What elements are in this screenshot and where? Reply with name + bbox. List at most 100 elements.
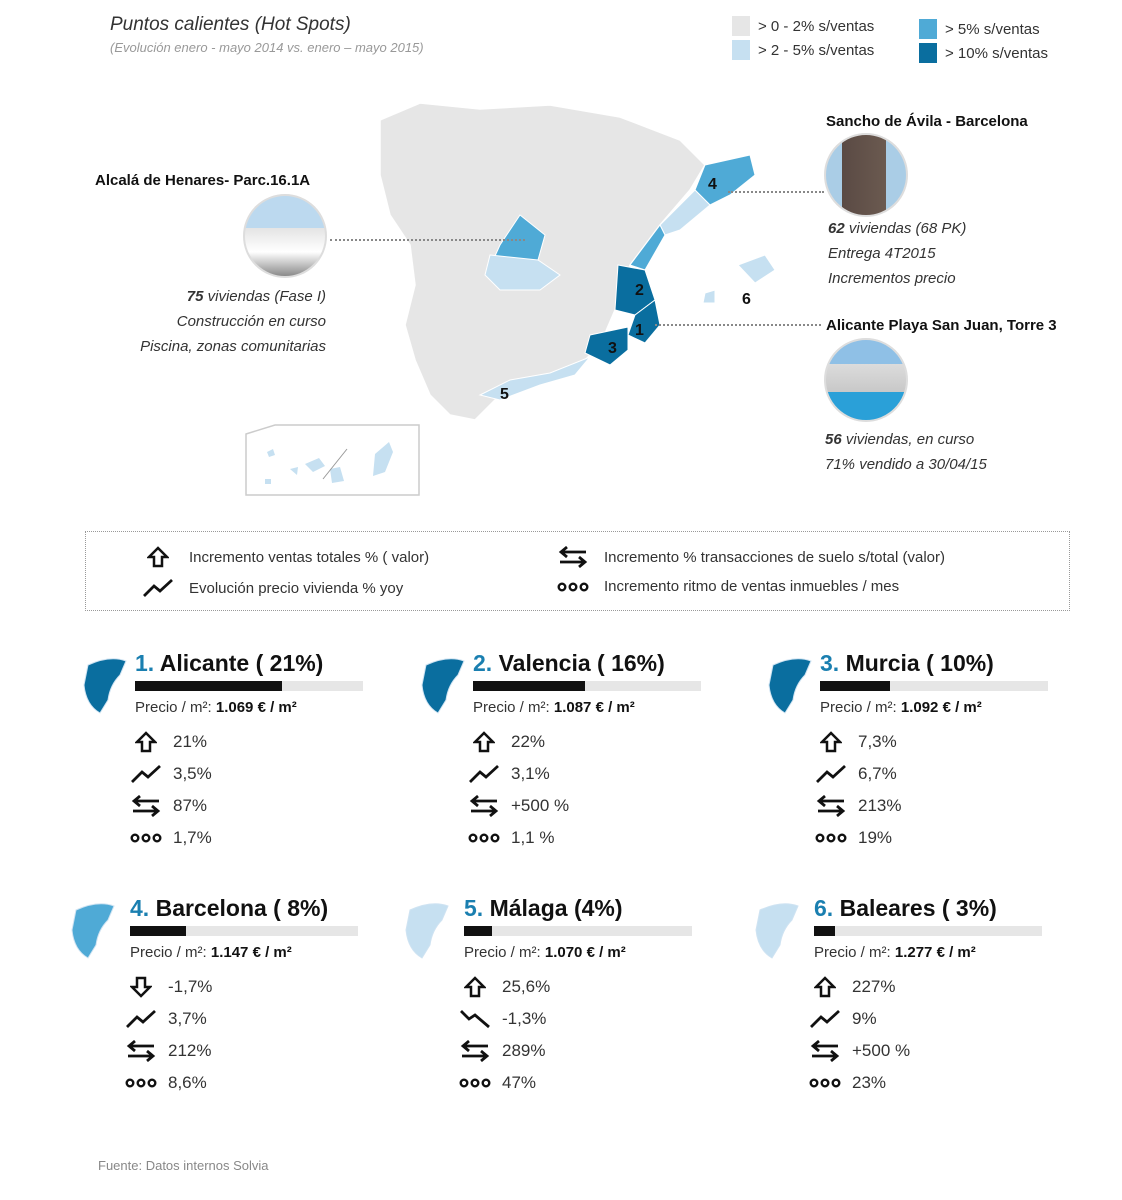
exchange-icon [814, 795, 848, 817]
dots-icon [556, 582, 590, 592]
price-value: 1.069 € / m² [215, 699, 297, 716]
stat-value: +500 % [511, 796, 570, 815]
map-region-catalonia [694, 154, 756, 206]
region-title: 4. Barcelona ( 8%) [130, 895, 430, 922]
stat-rhythm: 1,1 % [467, 822, 773, 854]
region-shape-icon [83, 658, 127, 714]
stat-value: 8,6% [168, 1073, 207, 1092]
page-title: Puntos calientes (Hot Spots) [110, 14, 351, 35]
trend-up-icon [814, 764, 848, 784]
house-up-icon [141, 546, 175, 568]
stat-value: +500 % [852, 1041, 911, 1060]
region-title: 6. Baleares ( 3%) [814, 895, 1114, 922]
callout-line: Incrementos precio [828, 270, 956, 287]
price-label: Precio / m²: [820, 699, 897, 716]
alcala-photo [243, 194, 327, 278]
stat-price-trend: 6,7% [814, 758, 1120, 790]
stat-value: 25,6% [502, 977, 551, 996]
price-label: Precio / m²: [473, 699, 550, 716]
stat-value: 3,5% [173, 764, 212, 783]
price-label: Precio / m²: [130, 944, 207, 961]
stat-value: 47% [502, 1073, 537, 1092]
price-value: 1.147 € / m² [210, 944, 292, 961]
stat-rhythm: 23% [808, 1067, 1114, 1099]
region-name: Murcia ( 10%) [845, 650, 994, 676]
stat-value: 289% [502, 1041, 546, 1060]
map-marker-4: 4 [708, 176, 717, 193]
stat-land: 212% [124, 1035, 430, 1067]
trend-up-icon [129, 764, 163, 784]
stat-value: 21% [173, 732, 208, 751]
connector-line [655, 324, 821, 326]
map-marker-1: 1 [635, 322, 644, 339]
exchange-icon [458, 1040, 492, 1062]
legend-swatch [732, 16, 750, 36]
region-rank: 2. [473, 650, 493, 676]
callout-alcala-title: Alcalá de Henares- Parc.16.1A [95, 172, 311, 189]
callout-sancho-text: 62 viviendas (68 PK) Entrega 4T2015 Incr… [828, 216, 966, 291]
dots-icon [808, 1078, 842, 1088]
share-bar [473, 681, 701, 691]
callout-sancho-title: Sancho de Ávila - Barcelona [826, 113, 1028, 130]
share-bar [820, 681, 1048, 691]
share-bar-fill [135, 681, 283, 691]
region-shape-icon [405, 903, 449, 959]
map-marker-2: 2 [635, 282, 644, 299]
price-label: Precio / m²: [814, 944, 891, 961]
connector-line [330, 239, 525, 241]
stat-sales: 25,6% [458, 971, 764, 1003]
stat-sales: 7,3% [814, 726, 1120, 758]
region-name: Barcelona ( 8%) [155, 895, 329, 921]
legend-label: > 10% s/ventas [945, 44, 1048, 62]
stat-price-trend: 9% [808, 1003, 1114, 1035]
share-bar [135, 681, 363, 691]
canarias-inset [245, 424, 420, 496]
region-rank: 4. [130, 895, 150, 921]
region-name: Málaga (4%) [489, 895, 623, 921]
dots-icon [814, 833, 848, 843]
region-rank: 3. [820, 650, 840, 676]
region-rank: 6. [814, 895, 834, 921]
key-label: Incremento ventas totales % ( valor) [189, 548, 430, 566]
house-up-icon [458, 976, 492, 998]
price-line: Precio / m²: 1.277 € / m² [814, 944, 1114, 961]
region-shape-icon [71, 903, 115, 959]
map-marker-6: 6 [742, 291, 751, 308]
dots-icon [467, 833, 501, 843]
units-label: viviendas, en curso [841, 431, 975, 448]
exchange-icon [124, 1040, 158, 1062]
stat-price-trend: 3,5% [129, 758, 435, 790]
share-bar [464, 926, 692, 936]
trend-up-icon [124, 1009, 158, 1029]
callout-line: Entrega 4T2015 [828, 245, 936, 262]
stat-rhythm: 8,6% [124, 1067, 430, 1099]
stat-land: +500 % [467, 790, 773, 822]
stat-sales: -1,7% [124, 971, 430, 1003]
stat-value: 23% [852, 1073, 887, 1092]
callout-alcala-text: 75 viviendas (Fase I) Construcción en cu… [100, 284, 326, 359]
key-label: Evolución precio vivienda % yoy [189, 579, 404, 597]
house-up-icon [808, 976, 842, 998]
trend-up-icon [808, 1009, 842, 1029]
price-line: Precio / m²: 1.147 € / m² [130, 944, 430, 961]
stat-value: 3,1% [511, 764, 550, 783]
legend-label: > 5% s/ventas [945, 20, 1040, 38]
region-title: 2. Valencia ( 16%) [473, 650, 773, 677]
stat-value: 6,7% [858, 764, 897, 783]
share-bar-fill [464, 926, 493, 936]
region-shape-icon [768, 658, 812, 714]
region-name: Alicante ( 21%) [159, 650, 324, 676]
alicante-photo [824, 338, 908, 422]
share-bar [130, 926, 358, 936]
price-line: Precio / m²: 1.069 € / m² [135, 699, 435, 716]
stat-land: 213% [814, 790, 1120, 822]
callout-alicante-title: Alicante Playa San Juan, Torre 3 [826, 317, 1057, 334]
share-bar-fill [814, 926, 835, 936]
stat-value: 87% [173, 796, 208, 815]
trend-up-icon [467, 764, 501, 784]
units-count: 75 [186, 288, 204, 305]
sancho-photo [824, 133, 908, 217]
price-value: 1.277 € / m² [894, 944, 976, 961]
source-note: Fuente: Datos internos Solvia [98, 1158, 269, 1173]
map-marker-5: 5 [500, 386, 509, 403]
